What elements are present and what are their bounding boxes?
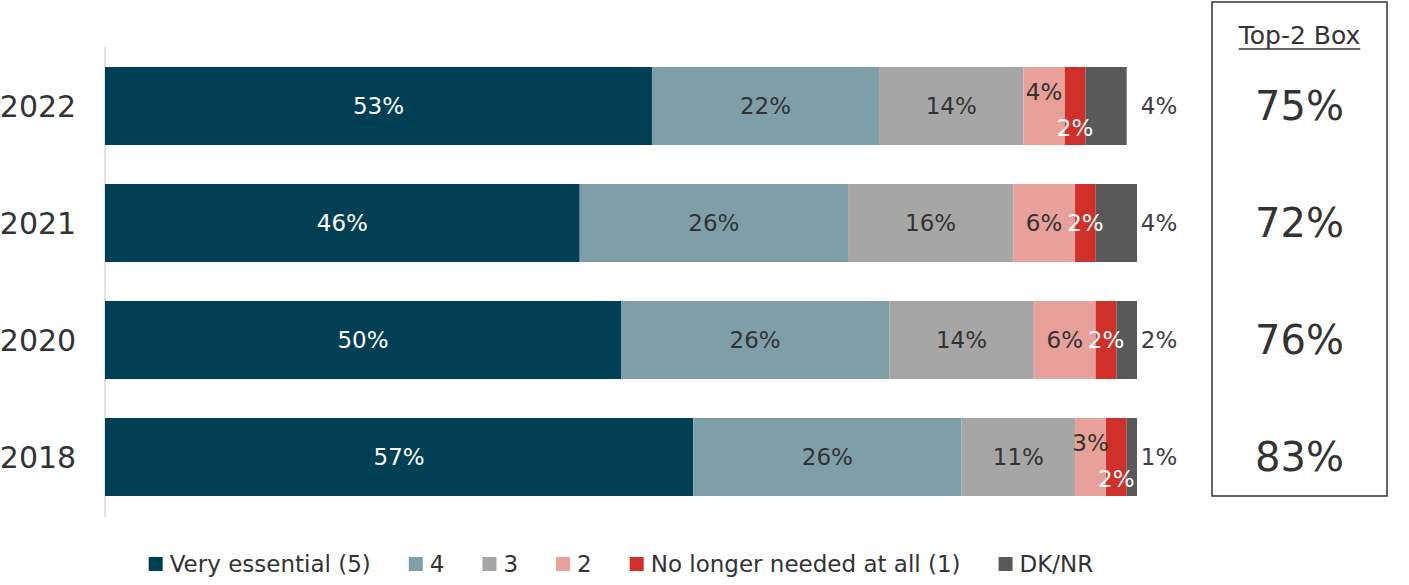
bars [105,67,1137,496]
legend-item: 4 [409,551,445,577]
legend-swatch [630,557,644,571]
data-label: 26% [730,327,781,353]
data-label: 6% [1026,210,1063,236]
category-label: 2021 [0,206,76,241]
bar-segment [105,418,693,496]
data-label: 2% [1098,466,1135,492]
data-label: 4% [1026,79,1063,105]
legend-swatch [409,557,423,571]
legend-label: 4 [430,551,445,577]
data-label: 14% [936,327,987,353]
legend-swatch [556,557,570,571]
bar-segment [621,301,889,379]
bar-segment [1034,301,1096,379]
legend-swatch [482,557,496,571]
data-label: 3% [1072,430,1109,456]
data-label: 26% [802,444,853,470]
legend-label: Very essential (5) [170,551,371,577]
data-label: 14% [926,93,977,119]
bar-segment [105,67,652,145]
legend-swatch [999,557,1013,571]
top2-box-value: 75% [1255,83,1344,129]
data-labels: 53%22%14%4%2%4%46%26%16%6%2%4%50%26%14%6… [317,79,1177,492]
bar-segment [1013,184,1075,262]
data-label: 53% [353,93,404,119]
legend-item: 2 [556,551,592,577]
legend: Very essential (5) 4 3 2 No longer needed at… [149,551,1094,577]
bar-segment [105,301,621,379]
data-label: 50% [337,327,388,353]
category-label: 2022 [0,89,76,124]
top2-box-value: 83% [1255,434,1344,480]
data-label: 26% [688,210,739,236]
data-label: 2% [1088,327,1125,353]
bar-segment [962,418,1076,496]
chart: 202220212020201853%22%14%4%2%4%46%26%16%… [0,0,1409,585]
legend-item: 3 [482,551,518,577]
legend-label: No longer needed at all (1) [651,551,961,577]
bar-segment [848,184,1013,262]
data-label: 2% [1067,210,1104,236]
legend-swatch [149,557,163,571]
top2-box-underline [1239,48,1361,50]
chart-container: 202220212020201853%22%14%4%2%4%46%26%16%… [0,0,1409,585]
top2-box-value: 72% [1255,200,1344,246]
data-label: 11% [993,444,1044,470]
legend-item: DK/NR [999,551,1094,577]
bar-segment [879,67,1023,145]
data-label: 1% [1141,444,1178,470]
top2-box-title: Top-2 Box [1238,21,1361,50]
data-label: 2% [1141,327,1178,353]
legend-item: No longer needed at all (1) [630,551,961,577]
bar-segment [889,301,1033,379]
bar-segment [652,67,879,145]
data-label: 46% [317,210,368,236]
data-label: 4% [1141,210,1178,236]
data-label: 16% [905,210,956,236]
data-label: 2% [1057,115,1094,141]
data-label: 6% [1047,327,1084,353]
bar-segment [105,184,580,262]
data-label: 22% [740,93,791,119]
category-label: 2020 [0,323,76,358]
legend-label: DK/NR [1020,551,1094,577]
legend-label: 3 [503,551,518,577]
legend-label: 2 [577,551,592,577]
legend-item: Very essential (5) [149,551,371,577]
category-label: 2018 [0,440,76,475]
top2-box-frame [1212,2,1387,496]
data-label: 4% [1141,93,1178,119]
bar-segment [580,184,848,262]
data-label: 57% [374,444,425,470]
top2-box-value: 76% [1255,317,1344,363]
bar-segment [693,418,961,496]
